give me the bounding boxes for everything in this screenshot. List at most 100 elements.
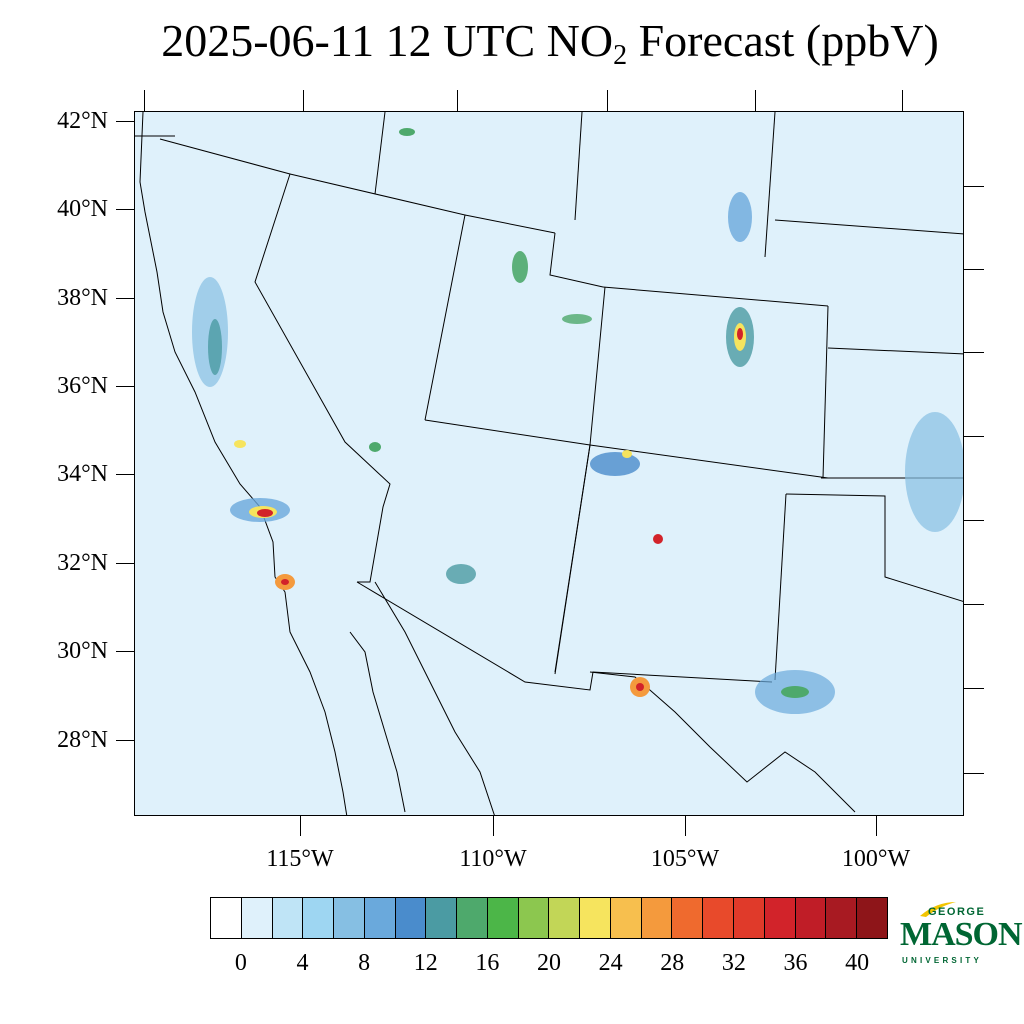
colorbar-swatch bbox=[303, 898, 335, 938]
border-co-nm bbox=[589, 444, 829, 479]
no2-concentration-map bbox=[135, 112, 963, 815]
colorbar-tick-label: 8 bbox=[358, 950, 371, 976]
colorbar-swatch bbox=[211, 898, 242, 938]
colorbar-swatch bbox=[364, 898, 396, 938]
border-ut-wy bbox=[549, 232, 604, 288]
right-tick bbox=[964, 186, 984, 187]
colorbar-tick-label: 4 bbox=[296, 950, 309, 976]
lat-label-32n: 32°N bbox=[57, 550, 108, 576]
right-tick bbox=[964, 604, 984, 605]
bottom-tick bbox=[876, 816, 877, 836]
right-tick bbox=[964, 352, 984, 353]
bottom-tick bbox=[685, 816, 686, 836]
right-tick bbox=[964, 269, 984, 270]
logo-university-text: UNIVERSITY bbox=[902, 956, 983, 965]
colorbar-swatch bbox=[580, 898, 611, 938]
gulf-california-west bbox=[349, 631, 406, 813]
top-tick bbox=[457, 90, 458, 111]
border-wy-sd bbox=[764, 112, 776, 258]
colorbar-tick-label: 0 bbox=[234, 950, 247, 976]
border-ca-nv bbox=[159, 138, 391, 583]
border-tx-panhandle bbox=[785, 493, 963, 602]
right-tick bbox=[964, 688, 984, 689]
border-wy-mt bbox=[574, 112, 583, 221]
lon-label-110w: 110°W bbox=[459, 846, 527, 872]
colorbar-swatch bbox=[734, 898, 765, 938]
border-ut-co-az-nm bbox=[554, 286, 606, 675]
lat-tick bbox=[116, 386, 134, 387]
colorbar-tick-label: 28 bbox=[660, 950, 685, 976]
top-tick bbox=[755, 90, 756, 111]
colorbar-swatch bbox=[334, 898, 365, 938]
right-tick bbox=[964, 773, 984, 774]
lat-label-36n: 36°N bbox=[57, 373, 108, 399]
lat-tick bbox=[116, 474, 134, 475]
lon-label-100w: 100°W bbox=[841, 846, 911, 872]
lat-label-40n: 40°N bbox=[57, 196, 108, 222]
lon-label-115w: 115°W bbox=[266, 846, 334, 872]
right-tick bbox=[964, 520, 984, 521]
border-co-ks bbox=[822, 305, 829, 479]
border-nm-tx bbox=[774, 493, 787, 681]
colorbar-swatch bbox=[703, 898, 735, 938]
colorbar-tick-label: 20 bbox=[537, 950, 561, 976]
colorbar-swatch bbox=[641, 898, 673, 938]
logo-mason-text: MASON bbox=[900, 916, 1023, 953]
lon-label-105w: 105°W bbox=[650, 846, 720, 872]
top-tick bbox=[303, 90, 304, 111]
top-tick bbox=[902, 90, 903, 111]
colorbar-swatch bbox=[272, 898, 304, 938]
map-title: 2025-06-11 12 UTC NO2 Forecast (ppbV) bbox=[161, 15, 939, 71]
lat-label-42n: 42°N bbox=[57, 108, 108, 134]
colorbar-swatch bbox=[795, 898, 827, 938]
coastline bbox=[139, 112, 348, 815]
border-az-nm bbox=[554, 444, 591, 673]
top-tick bbox=[607, 90, 608, 111]
colorbar-swatch bbox=[518, 898, 550, 938]
colorbar-swatch bbox=[610, 898, 642, 938]
lat-label-30n: 30°N bbox=[57, 638, 108, 664]
bottom-tick bbox=[300, 816, 301, 836]
lat-tick bbox=[116, 209, 134, 210]
border-nv-ut bbox=[289, 173, 466, 421]
border-az-mexico bbox=[356, 581, 773, 691]
border-id-ut bbox=[464, 214, 556, 234]
colorbar-swatch bbox=[241, 898, 273, 938]
logo-george-text: GEORGE bbox=[928, 906, 986, 918]
colorbar-swatch bbox=[426, 898, 458, 938]
right-tick bbox=[964, 436, 984, 437]
george-mason-logo: GEORGE MASON UNIVERSITY bbox=[900, 900, 1023, 970]
map-panel bbox=[134, 111, 964, 816]
colorbar-swatch bbox=[826, 898, 858, 938]
border-ut-az bbox=[424, 419, 591, 446]
colorbar bbox=[210, 897, 888, 939]
lat-tick bbox=[116, 121, 134, 122]
border-ks-ok bbox=[827, 347, 963, 355]
colorbar-tick-label: 36 bbox=[783, 950, 808, 976]
colorbar-swatch bbox=[487, 898, 519, 938]
lat-label-34n: 34°N bbox=[57, 461, 108, 487]
lat-tick bbox=[116, 298, 134, 299]
colorbar-tick-label: 40 bbox=[845, 950, 870, 976]
colorbar-swatch bbox=[857, 898, 887, 938]
lat-tick bbox=[116, 651, 134, 652]
colorbar-tick-label: 32 bbox=[721, 950, 746, 976]
colorbar-swatch bbox=[672, 898, 704, 938]
lat-label-28n: 28°N bbox=[57, 727, 108, 753]
border-id-wy bbox=[374, 112, 386, 195]
colorbar-tick-label: 24 bbox=[598, 950, 623, 976]
border-wy-co bbox=[602, 286, 829, 307]
lat-tick bbox=[116, 740, 134, 741]
colorbar-swatch bbox=[549, 898, 581, 938]
no2-plumes bbox=[192, 128, 963, 714]
colorbar-tick-label: 12 bbox=[413, 950, 438, 976]
colorbar-tick-label: 16 bbox=[475, 950, 500, 976]
lat-tick bbox=[116, 563, 134, 564]
logo-swoosh-icon bbox=[920, 902, 956, 917]
bottom-tick bbox=[493, 816, 494, 836]
lat-label-38n: 38°N bbox=[57, 285, 108, 311]
border-ne bbox=[774, 219, 963, 235]
top-tick bbox=[144, 90, 145, 111]
colorbar-swatch bbox=[395, 898, 427, 938]
gulf-california-east bbox=[374, 581, 495, 815]
